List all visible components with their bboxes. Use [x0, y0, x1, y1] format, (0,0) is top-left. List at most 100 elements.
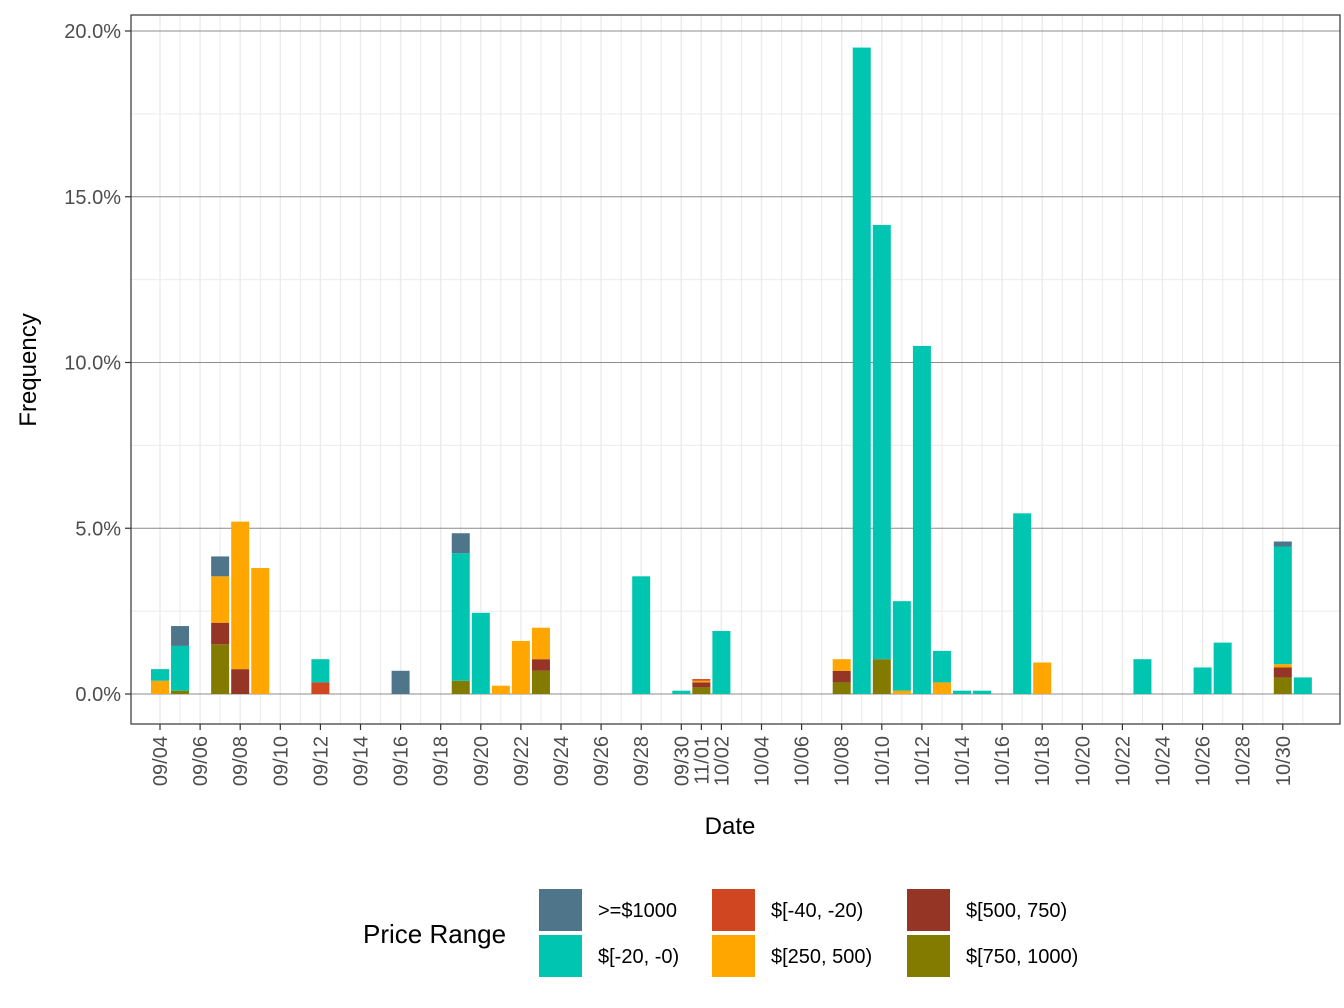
bar--500-750--10-08: [832, 670, 851, 683]
x-tick-label: 10/14: [952, 736, 974, 786]
x-tick-label: 09/06: [190, 736, 212, 786]
bar--20-0--09-28: [632, 576, 651, 694]
bar--250-500--10-18: [1033, 662, 1052, 694]
bar--20-0--09-04: [151, 669, 169, 681]
bar--250-500--10-08: [832, 659, 851, 671]
bar--500-750--10-30: [1273, 667, 1292, 678]
bar--20-0--09-20: [471, 612, 490, 694]
bar--750-1000--09-07: [211, 644, 230, 694]
bar--40-20--09-12: [311, 682, 330, 694]
legend-key: [907, 935, 950, 977]
bar--20-0--10-09: [852, 47, 871, 694]
bar--750-1000--09-05: [171, 690, 190, 694]
x-tick-label: 10/24: [1153, 736, 1175, 786]
bar--20-0--10-30: [1273, 546, 1292, 665]
bar--1000-09-19: [451, 533, 470, 554]
x-tick-label: 10/20: [1072, 736, 1094, 786]
x-tick-label: 10/10: [872, 736, 894, 786]
legend-key: [712, 935, 755, 977]
x-tick-label: 10/08: [832, 736, 854, 786]
legend-label: $[250, 500): [771, 946, 872, 968]
y-tick-label: 5.0%: [75, 518, 121, 540]
bar--1000-10-30: [1273, 541, 1292, 547]
bar--20-0--10-14: [953, 690, 971, 694]
bar--250-500--09-21: [491, 685, 510, 694]
x-tick-label: 09/08: [230, 736, 252, 786]
bar--500-750--09-08: [231, 669, 250, 694]
x-tick-label: 09/18: [431, 736, 453, 786]
x-tick-label: 10/30: [1273, 736, 1295, 786]
x-tick-label: 10/18: [1032, 736, 1054, 786]
y-tick-label: 0.0%: [75, 684, 121, 706]
bar--750-1000--10-01: [692, 687, 711, 694]
x-tick-label: 10/02: [711, 736, 733, 786]
bar--1000-09-07: [211, 556, 230, 577]
plot-panel-border: [130, 14, 1341, 725]
y-axis-title: Frequency: [15, 313, 42, 426]
legend-label: $[750, 1000): [966, 946, 1078, 968]
bar--20-0--10-23: [1133, 659, 1152, 694]
x-tick-label: 09/22: [511, 736, 533, 786]
legend: Price Range >=$1000 $[-20, -0) $[-40, -20)…: [363, 889, 1078, 977]
bar--20-0--10-11: [892, 601, 911, 691]
bar--250-500--09-08: [231, 521, 250, 670]
legend-key: [712, 889, 755, 931]
legend-title: Price Range: [363, 919, 506, 949]
legend-label: $[-20, -0): [598, 946, 679, 968]
bar--20-0--10-13: [932, 650, 951, 683]
x-tick-label: 09/28: [631, 736, 653, 786]
bar--20-0--09-30: [672, 690, 691, 694]
bar--750-1000--09-19: [451, 680, 470, 694]
bar--750-1000--10-10: [872, 659, 891, 694]
x-tick-label: 10/04: [752, 736, 774, 786]
x-axis: 09/04 09/06 09/08 09/10 09/12 09/14 09/16 09/18…: [150, 724, 1295, 786]
bar--20-0--10-10: [872, 224, 891, 660]
bar--250-500--10-11: [892, 690, 911, 694]
y-tick-label: 10.0%: [64, 353, 121, 375]
y-axis: 0.0% 5.0% 10.0% 15.0% 20.0%: [64, 21, 131, 706]
x-tick-label: 09/20: [471, 736, 493, 786]
x-tick-label: 09/26: [591, 736, 613, 786]
bar--250-500--09-23: [531, 627, 550, 660]
bar--250-500--10-01: [692, 680, 711, 683]
bar--40-20--10-01: [692, 679, 711, 681]
x-tick-label: 09/30: [671, 736, 693, 786]
bar--1000-09-16: [391, 670, 410, 694]
bar--20-0--09-19: [451, 553, 470, 681]
bar--750-1000--10-08: [832, 682, 851, 694]
legend-key: [539, 935, 582, 977]
bars: [151, 47, 1312, 694]
x-tick-label: 11/01: [691, 736, 713, 785]
x-axis-title: Date: [705, 813, 756, 840]
x-tick-label: 10/28: [1233, 736, 1255, 786]
y-tick-label: 15.0%: [64, 187, 121, 209]
bar--20-0--10-31: [1293, 677, 1312, 694]
bar--20-0--10-17: [1013, 513, 1032, 694]
x-tick-label: 10/12: [912, 736, 934, 786]
y-tick-label: 20.0%: [64, 21, 121, 43]
bar--20-0--09-05: [171, 645, 190, 691]
bar--250-500--10-30: [1273, 664, 1292, 668]
legend-label: $[-40, -20): [771, 900, 863, 922]
bar--20-0--10-02: [712, 631, 731, 694]
bar--1000-09-05: [171, 626, 190, 646]
x-tick-label: 10/26: [1193, 736, 1215, 786]
bar--20-0--10-27: [1213, 642, 1232, 694]
bar--20-0--09-12: [311, 659, 330, 683]
bar--250-500--09-04: [151, 680, 169, 694]
x-tick-label: 09/12: [310, 736, 332, 786]
legend-label: >=$1000: [598, 900, 677, 922]
bar--750-1000--10-30: [1273, 677, 1292, 694]
x-tick-label: 10/06: [792, 736, 814, 786]
bar--20-0--10-15: [973, 690, 992, 694]
bar--250-500--09-07: [211, 576, 230, 623]
x-tick-label: 10/16: [992, 736, 1014, 786]
bar--20-0--10-12: [912, 345, 931, 694]
legend-label: $[500, 750): [966, 900, 1067, 922]
bar--250-500--10-13: [932, 682, 951, 694]
x-tick-label: 09/16: [391, 736, 413, 786]
bar--500-750--10-01: [692, 682, 711, 688]
bar--750-1000--09-23: [531, 670, 550, 694]
legend-key: [539, 889, 582, 931]
